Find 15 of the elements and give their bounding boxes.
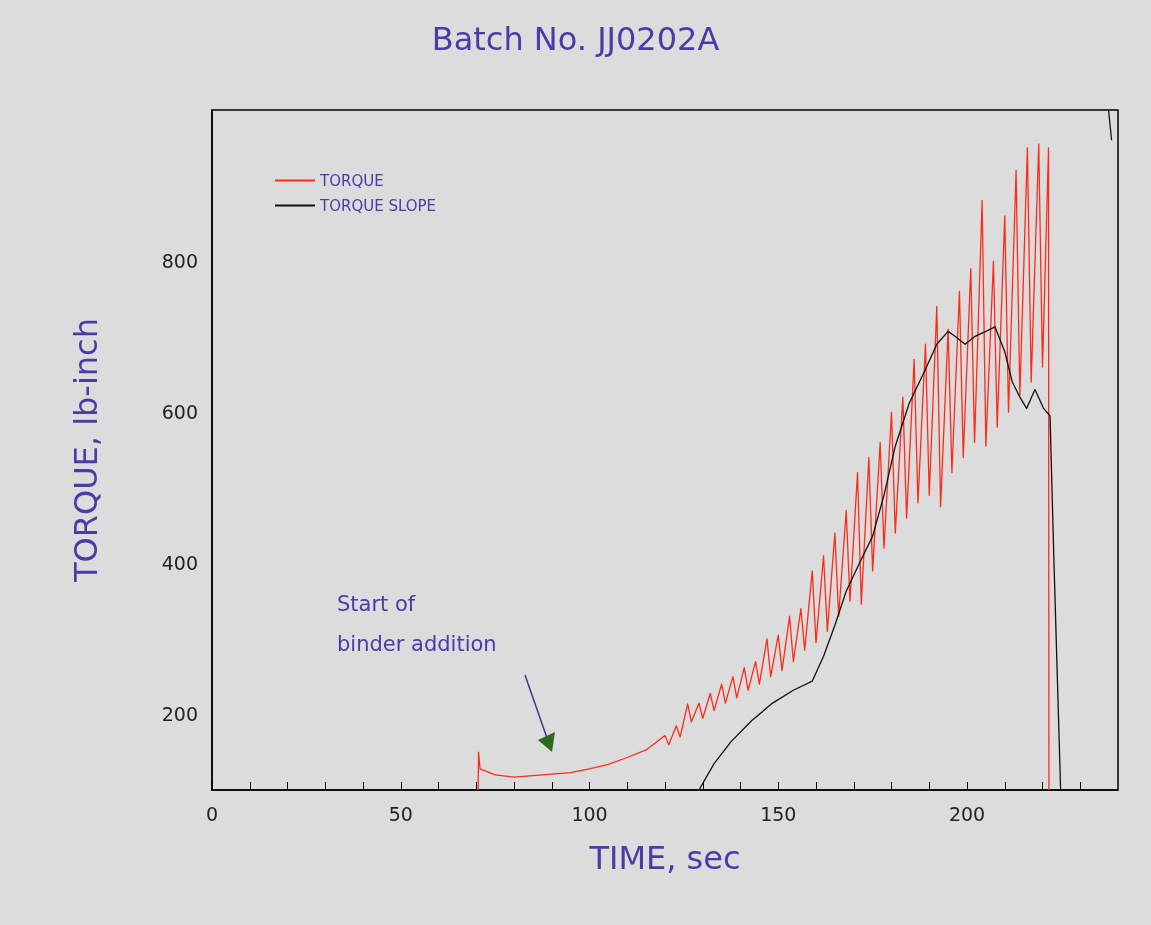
y-tick-label: 600 (161, 401, 198, 424)
annotation: Start of binder addition (337, 592, 497, 656)
y-tick-label: 200 (161, 703, 198, 726)
legend-label: TORQUE SLOPE (319, 196, 437, 215)
y-axis-title: TORQUE, lb-inch (67, 318, 105, 583)
y-tick-label: 800 (161, 250, 198, 273)
x-axis-title: TIME, sec (588, 839, 741, 877)
chart-title: Batch No. JJ0202A (431, 20, 720, 58)
x-tick-label: 100 (571, 802, 608, 825)
x-tick-label: 0 (205, 802, 219, 825)
y-tick-label: 400 (161, 552, 198, 575)
x-tick-label: 50 (388, 802, 413, 825)
x-tick-label: 150 (760, 802, 797, 825)
legend-label: TORQUE (319, 171, 384, 190)
x-tick-label: 200 (948, 802, 986, 825)
